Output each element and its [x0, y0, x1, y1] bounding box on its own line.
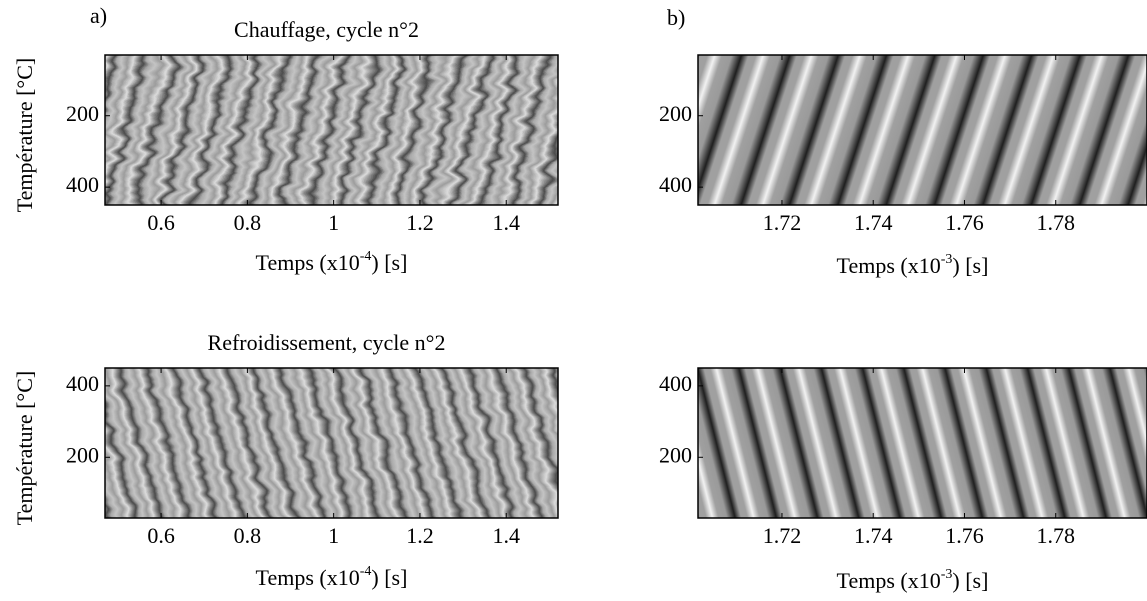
y-axis-label: Température [°C] — [12, 371, 37, 525]
plot-frame — [697, 367, 1147, 519]
x-axis-label: Temps (x10-3) [s] — [837, 567, 989, 593]
x-axis-label-text: ) [s] — [952, 253, 988, 278]
x-axis-label-text: Temps (x10 — [256, 250, 360, 275]
x-axis-label-text: ) [s] — [371, 250, 407, 275]
y-tick-label: 400 — [66, 172, 99, 197]
x-axis-label: Temps (x10-4) [s] — [256, 249, 408, 275]
y-tick-label: 200 — [66, 442, 99, 467]
x-tick-label: 1.78 — [1036, 523, 1075, 548]
y-tick-label: 200 — [66, 101, 99, 126]
x-tick-label: 0.8 — [234, 210, 262, 235]
y-tick-label: 400 — [659, 371, 692, 396]
x-axis-label: Temps (x10-4) [s] — [256, 564, 408, 590]
x-tick-label: 1.76 — [945, 210, 984, 235]
y-tick-label: 400 — [659, 172, 692, 197]
image-area — [105, 368, 558, 518]
x-tick-label: 1.72 — [763, 210, 802, 235]
panel-title: Chauffage, cycle n°2 — [234, 17, 419, 42]
panel: 1.72 1.74 1.76 1.78 200 400 Temps (x10-3) [s] — [659, 367, 1147, 593]
x-tick-label: 0.8 — [234, 523, 262, 548]
image-texture — [698, 55, 1147, 205]
x-tick-label: 1.4 — [492, 210, 520, 235]
plot-frame — [104, 367, 559, 519]
x-tick-label: 0.6 — [147, 523, 175, 548]
y-tick-label: 200 — [659, 442, 692, 467]
x-axis-label-text: Temps (x10 — [837, 568, 941, 593]
x-axis-label-text: Temps (x10 — [256, 565, 360, 590]
x-tick-label: 1.74 — [854, 210, 893, 235]
image-texture — [105, 368, 558, 518]
x-tick-label: 1.4 — [492, 523, 520, 548]
x-axis-label-exponent: -4 — [360, 249, 372, 264]
panel: 1.72 1.74 1.76 1.78 200 400 b) Temps (x10-3) [s… — [659, 5, 1147, 278]
x-axis-label-exponent: -4 — [360, 564, 372, 579]
image-texture — [698, 368, 1147, 518]
plot-frame — [697, 54, 1147, 206]
plot-frame — [104, 54, 559, 206]
x-tick-label: 0.6 — [147, 210, 175, 235]
panel-label: b) — [667, 5, 685, 30]
x-axis-label-exponent: -3 — [941, 252, 953, 267]
x-tick-label: 1.2 — [406, 523, 434, 548]
y-axis-label: Température [°C] — [12, 58, 37, 212]
y-tick-label: 200 — [659, 101, 692, 126]
x-axis-label-text: ) [s] — [371, 565, 407, 590]
image-texture — [105, 55, 558, 205]
image-area — [105, 55, 558, 205]
panel-title: Refroidissement, cycle n°2 — [208, 330, 446, 355]
x-axis-label-exponent: -3 — [941, 567, 953, 582]
x-tick-label: 1.74 — [854, 523, 893, 548]
x-tick-label: 1 — [328, 210, 339, 235]
x-tick-label: 1.2 — [406, 210, 434, 235]
panel: 0.6 0.8 1 1.2 1.4 200 400 Refroidissement, cycl… — [12, 330, 559, 590]
x-tick-label: 1 — [328, 523, 339, 548]
x-tick-label: 1.78 — [1036, 210, 1075, 235]
x-axis-label-text: ) [s] — [952, 568, 988, 593]
x-tick-label: 1.72 — [763, 523, 802, 548]
y-tick-label: 400 — [66, 371, 99, 396]
x-axis-label: Temps (x10-3) [s] — [837, 252, 989, 278]
x-tick-label: 1.76 — [945, 523, 984, 548]
panel: 0.6 0.8 1 1.2 1.4 200 400 Chauffage, cycle n°2 a… — [12, 3, 559, 275]
panel-label: a) — [90, 3, 107, 28]
image-area — [698, 55, 1147, 205]
image-area — [698, 368, 1147, 518]
x-axis-label-text: Temps (x10 — [837, 253, 941, 278]
